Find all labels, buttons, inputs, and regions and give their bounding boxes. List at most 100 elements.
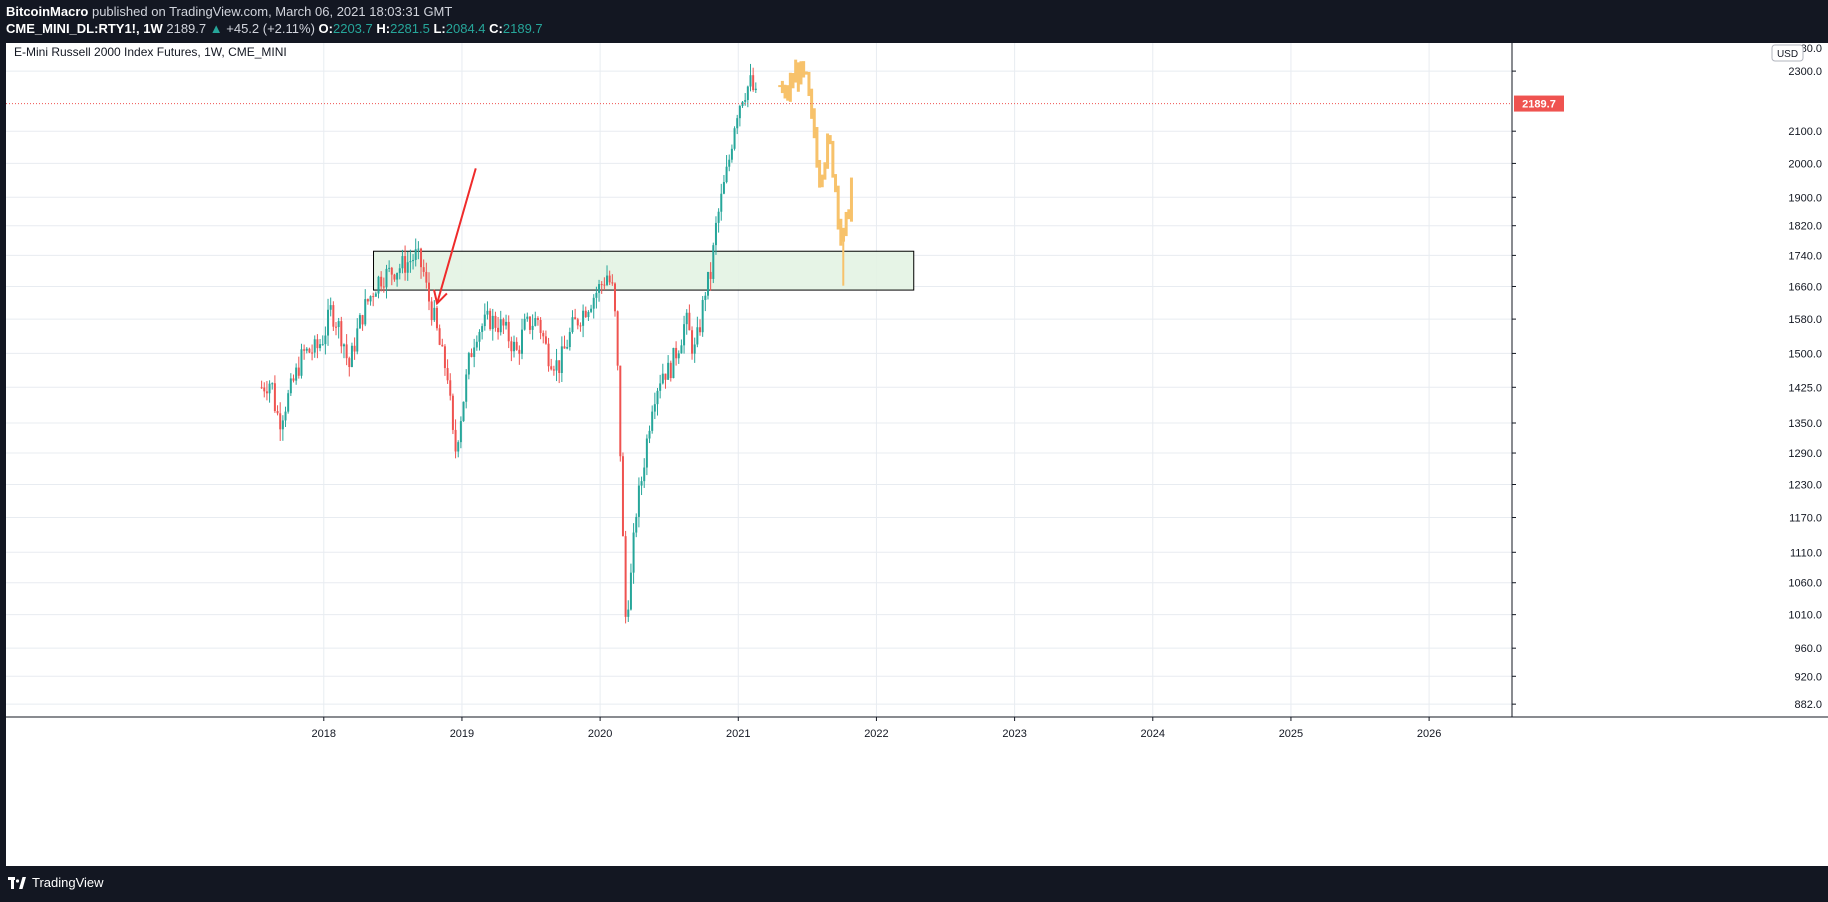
projection-bar: [807, 71, 811, 97]
projection-bar: [778, 85, 782, 88]
projection-bar: [831, 140, 835, 178]
candle-body: [550, 366, 553, 370]
candle-body: [621, 456, 624, 537]
candle-body: [313, 339, 316, 353]
candle-body: [568, 332, 571, 348]
candle-body: [409, 261, 412, 263]
candle-body: [701, 300, 704, 333]
candle-body: [683, 324, 686, 346]
candle-body: [451, 395, 454, 430]
candle-body: [276, 411, 279, 414]
candle-body: [728, 159, 731, 167]
candle-body: [552, 369, 555, 371]
footer-brand: TradingView: [32, 875, 104, 890]
currency-label: USD: [1777, 49, 1798, 60]
support-zone-rect: [373, 250, 915, 291]
x-tick-label: 2021: [726, 728, 750, 740]
candle-body: [669, 362, 672, 379]
candle-body: [629, 572, 632, 610]
chart-title: E-Mini Russell 2000 Index Futures, 1W, C…: [14, 45, 287, 59]
y-tick-label: 1900.0: [1788, 192, 1822, 204]
candle-body: [260, 387, 263, 389]
candle-body: [433, 307, 436, 321]
y-tick-label: 960.0: [1794, 643, 1822, 655]
candle-body: [427, 282, 430, 302]
candle-body: [494, 315, 497, 328]
candle-body: [499, 319, 502, 333]
author-name[interactable]: BitcoinMacro: [6, 4, 89, 19]
high-label: H:: [376, 21, 391, 36]
projection-bar: [780, 80, 784, 94]
tradingview-logo[interactable]: TradingView: [8, 875, 104, 890]
projection-bar: [847, 209, 851, 220]
x-tick-label: 2024: [1141, 728, 1165, 740]
projection-bar: [815, 127, 819, 168]
y-tick-label: 882.0: [1794, 699, 1822, 711]
candle-body: [523, 318, 526, 330]
y-tick-label: 1350.0: [1788, 418, 1822, 430]
candle-body: [425, 271, 428, 283]
candle-body: [699, 327, 702, 333]
support-zone: [373, 250, 915, 291]
candle-body: [374, 293, 377, 297]
candle-body: [417, 248, 420, 250]
candle-body: [345, 344, 348, 359]
candle-body: [598, 284, 601, 293]
candle-body: [356, 328, 359, 352]
candle-body: [653, 404, 656, 412]
candle-body: [733, 128, 736, 149]
candle-body: [712, 245, 715, 279]
high-value: 2281.5: [390, 21, 430, 36]
candle-body: [385, 268, 388, 288]
x-tick-label: 2026: [1417, 728, 1441, 740]
candle-body: [659, 383, 662, 391]
candle-body: [273, 383, 276, 412]
last-price: 2189.7: [166, 21, 207, 36]
candle-body: [459, 421, 462, 443]
candle-body: [420, 248, 423, 268]
candle-body: [465, 374, 468, 402]
candle-body: [722, 182, 725, 194]
candle-body: [324, 335, 327, 345]
candle-body: [534, 318, 537, 326]
projection-bar: [844, 211, 848, 237]
candle-body: [446, 368, 449, 381]
projection-bar: [791, 73, 795, 89]
publish-text: published on TradingView.com, March 06, …: [91, 4, 453, 19]
candle-body: [284, 411, 287, 421]
y-tick-label: 1660.0: [1788, 281, 1822, 293]
projection-bar: [783, 84, 787, 99]
candle-body: [364, 299, 367, 325]
last-price-label: 2189.7: [1522, 99, 1556, 111]
candle-body: [342, 344, 345, 347]
candle-body: [454, 429, 457, 452]
candle-body: [513, 341, 516, 352]
y-tick-label: 1290.0: [1788, 448, 1822, 460]
candle-body: [706, 271, 709, 296]
candle-body: [505, 321, 508, 326]
projection-bar: [802, 61, 806, 78]
y-tick-label: 2000.0: [1788, 158, 1822, 170]
projection-bar: [820, 174, 824, 188]
candle-body: [600, 284, 603, 286]
projection-bar: [799, 61, 803, 85]
candle-body: [297, 367, 300, 376]
projection-bar: [836, 185, 840, 230]
price-chart[interactable]: 2300.0 2100.0 2000.0 1900.0 1820.0 1740.0 1660…: [6, 43, 1828, 866]
projection-bar: [834, 174, 838, 193]
candle-body: [358, 315, 361, 329]
low-label: L:: [433, 21, 446, 36]
candle-body: [268, 383, 271, 394]
x-tick-label: 2025: [1279, 728, 1303, 740]
candle-body: [305, 348, 308, 351]
projection-bar: [796, 62, 800, 92]
chart-frame[interactable]: 2300.0 2100.0 2000.0 1900.0 1820.0 1740.0 1660…: [6, 43, 1828, 866]
candle-body: [281, 420, 284, 430]
candle-body: [481, 326, 484, 332]
tradingview-icon: [8, 876, 26, 889]
projection-bar: [826, 133, 830, 169]
candle-body: [558, 360, 561, 373]
candle-body: [311, 352, 314, 354]
candle-body: [592, 297, 595, 309]
candle-body: [685, 312, 688, 325]
